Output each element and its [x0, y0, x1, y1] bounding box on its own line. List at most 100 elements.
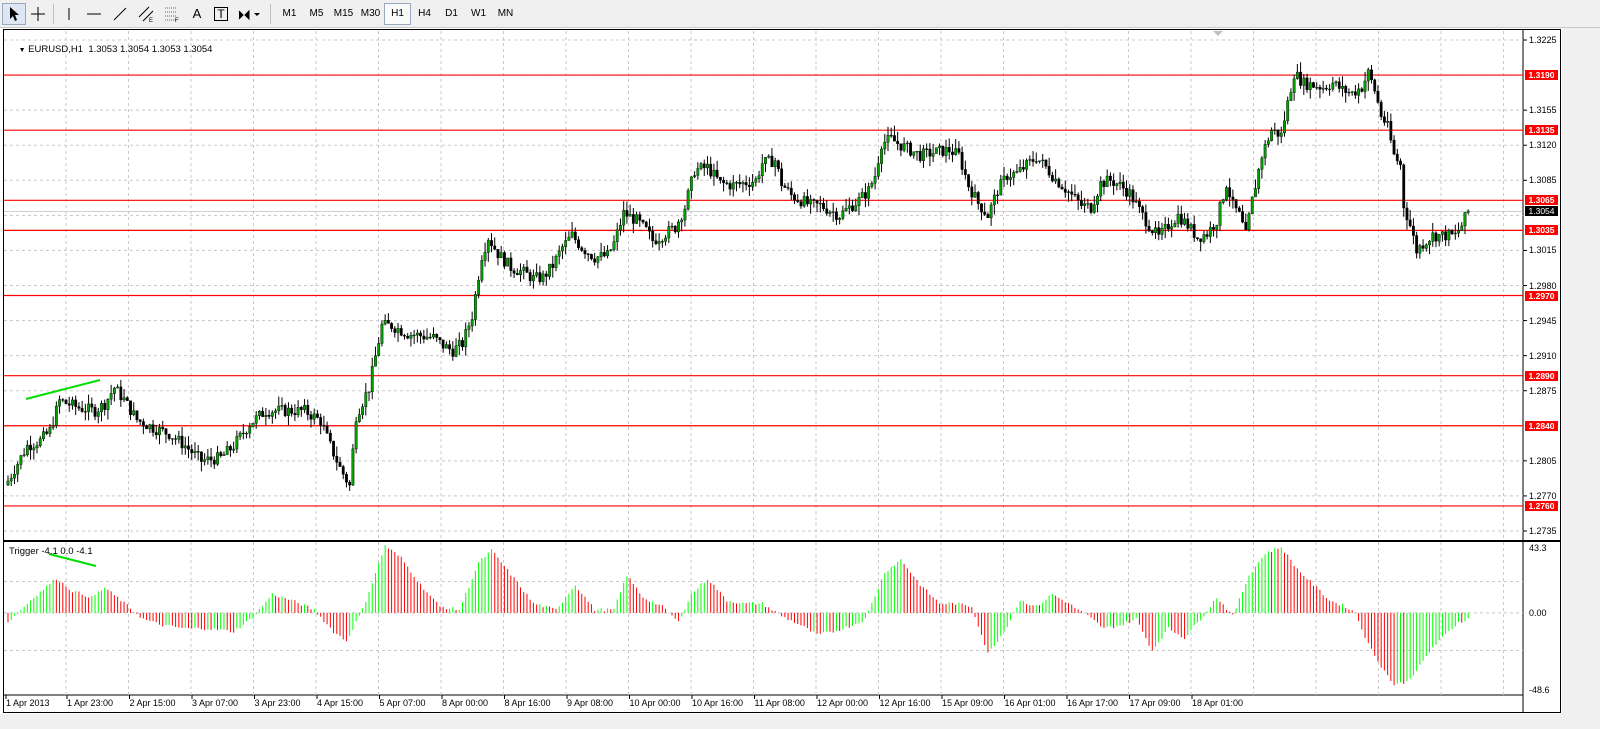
- candle-body: [689, 176, 693, 191]
- time-axis-label: 4 Apr 15:00: [317, 698, 364, 708]
- candle-body: [54, 405, 58, 427]
- candle-body: [999, 179, 1003, 196]
- candle-body: [864, 192, 867, 199]
- candle-body: [109, 393, 113, 400]
- candle-body: [1125, 188, 1128, 197]
- candle-body: [1434, 232, 1438, 242]
- candle-body: [1067, 191, 1070, 193]
- candle-body: [1076, 194, 1080, 201]
- candle-body: [1050, 174, 1054, 182]
- price-axis-label: 1.2735: [1529, 525, 1557, 536]
- candle-body: [673, 226, 677, 233]
- arrows-button[interactable]: [233, 3, 265, 25]
- candle-body: [577, 239, 580, 248]
- timeframe-mn-button[interactable]: MN: [497, 8, 514, 19]
- candle-body: [573, 231, 577, 240]
- candle-body: [1192, 224, 1196, 238]
- candle-body: [841, 210, 845, 219]
- candle-body: [657, 241, 661, 244]
- timeframe-h4-button[interactable]: H4: [418, 8, 431, 19]
- candle-body: [596, 256, 600, 263]
- candle-body: [32, 447, 36, 451]
- candle-body: [316, 413, 319, 418]
- candle-body: [1376, 90, 1380, 103]
- candle-body: [702, 163, 706, 169]
- candle-body: [1021, 167, 1025, 170]
- candle-body: [954, 148, 958, 155]
- candle-body: [325, 425, 329, 434]
- timeframe-d1-button[interactable]: D1: [445, 8, 458, 19]
- candle-body: [1412, 225, 1415, 236]
- candle-body: [1231, 196, 1235, 200]
- candle-body: [893, 135, 896, 142]
- candle-body: [1199, 238, 1203, 242]
- candle-body: [876, 163, 880, 177]
- candle-body: [1415, 235, 1419, 254]
- text-label-button[interactable]: T: [209, 3, 233, 25]
- candle-body: [648, 226, 651, 232]
- candle-body: [254, 415, 258, 424]
- channel-button[interactable]: E: [133, 3, 159, 25]
- trendline-button[interactable]: [107, 3, 133, 25]
- crosshair-button[interactable]: [26, 3, 50, 25]
- horizontal-line-button[interactable]: [81, 3, 107, 25]
- timeframe-m1-button[interactable]: M1: [282, 8, 297, 19]
- candle-body: [525, 266, 529, 273]
- vertical-line-button[interactable]: [57, 3, 81, 25]
- candle-body: [161, 427, 165, 429]
- candle-body: [464, 329, 468, 348]
- candle-body: [1096, 195, 1099, 205]
- candle-body: [170, 438, 174, 440]
- timeframe-w1-button[interactable]: W1: [471, 8, 486, 19]
- time-axis-label: 2 Apr 15:00: [129, 698, 176, 708]
- candle-body: [767, 155, 771, 158]
- candle-body: [119, 386, 123, 401]
- time-axis-label: 16 Apr 01:00: [1004, 698, 1056, 708]
- candle-body: [80, 408, 84, 412]
- candle-body: [564, 240, 568, 247]
- indicator-trendline[interactable]: [48, 553, 97, 567]
- candle-body: [441, 339, 445, 349]
- candle-body: [760, 163, 764, 176]
- candle-body: [1437, 234, 1441, 242]
- candle-body: [1179, 213, 1183, 225]
- candle-body: [212, 459, 216, 465]
- candle-body: [809, 199, 813, 205]
- candle-body: [219, 452, 223, 456]
- level-price-tag: 1.3065: [1525, 195, 1558, 206]
- candle-body: [357, 414, 361, 422]
- symbol-menu-icon[interactable]: ▼: [18, 47, 26, 54]
- indicator-axis-label: 43.3: [1529, 543, 1547, 553]
- time-axis-label: 1 Apr 2013: [6, 698, 50, 708]
- time-axis-label: 9 Apr 08:00: [567, 698, 614, 708]
- candle-body: [390, 323, 393, 329]
- chart-window[interactable]: ▼ EURUSD,H1 1.3053 1.3054 1.3053 1.3054 …: [3, 29, 1561, 713]
- timeframe-m15-button[interactable]: M15: [333, 8, 354, 19]
- cursor-button[interactable]: [2, 2, 26, 25]
- candle-body: [1167, 223, 1170, 230]
- candle-body: [503, 252, 506, 267]
- candle-body: [1028, 159, 1032, 161]
- indicator-axis-label: 0.00: [1529, 607, 1547, 618]
- candle-body: [944, 147, 948, 156]
- time-axis-label: 5 Apr 07:00: [379, 698, 426, 708]
- candle-body: [42, 431, 45, 439]
- time-axis-label: 3 Apr 23:00: [254, 698, 301, 708]
- fibonacci-button[interactable]: F: [159, 3, 185, 25]
- chart-shift-marker[interactable]: [1213, 31, 1223, 36]
- text-button[interactable]: A: [185, 3, 209, 25]
- candle-body: [1157, 227, 1161, 235]
- timeframe-h1-button[interactable]: H1: [384, 2, 411, 25]
- timeframe-m5-button[interactable]: M5: [309, 8, 324, 19]
- candle-body: [141, 421, 145, 427]
- chart-canvas[interactable]: [4, 30, 1560, 712]
- trendline[interactable]: [25, 379, 101, 400]
- candle-body: [35, 445, 39, 449]
- candle-body: [1341, 86, 1344, 89]
- candle-body: [654, 240, 658, 244]
- candle-body: [1447, 230, 1451, 241]
- timeframe-m30-button[interactable]: M30: [360, 8, 381, 19]
- candle-body: [1183, 218, 1186, 225]
- candle-body: [145, 426, 149, 430]
- candle-body: [348, 481, 352, 486]
